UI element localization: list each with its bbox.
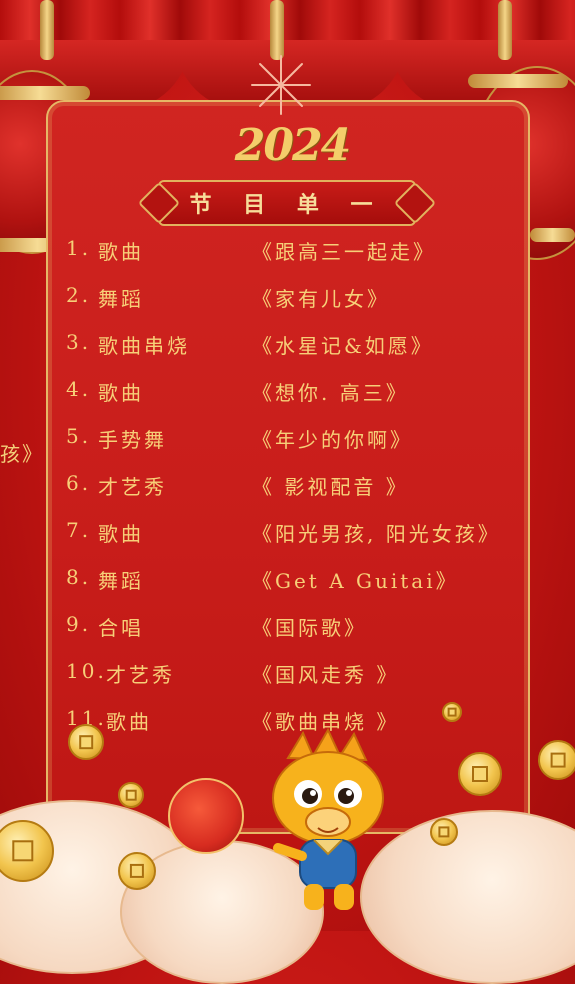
program-number: 6.	[66, 471, 92, 495]
program-item: 5. 手势舞 《年少的你啊》	[66, 416, 526, 463]
program-type: 歌曲串烧	[98, 334, 190, 358]
program-item: 6. 才艺秀 《 影视配音 》	[66, 463, 526, 510]
coin-icon	[118, 782, 144, 808]
program-title: 《阳光男孩, 阳光女孩》	[252, 522, 501, 546]
program-title: 《国际歌》	[252, 616, 367, 640]
curtain-tie-left	[40, 0, 54, 60]
program-item: 10. 才艺秀 《国风走秀 》	[66, 651, 526, 698]
program-item: 4. 歌曲 《想你. 高三》	[66, 369, 526, 416]
program-type: 歌曲	[98, 522, 144, 546]
program-list: 1. 歌曲 《跟高三一起走》 2. 舞蹈 《家有儿女》 3. 歌曲串烧 《水星记…	[66, 228, 526, 745]
program-number: 1.	[66, 236, 92, 260]
program-number: 8.	[66, 565, 92, 589]
coin-icon	[68, 724, 104, 760]
program-type: 歌曲	[98, 240, 144, 264]
program-title: 《歌曲串烧 》	[252, 710, 400, 734]
curtain-tie-right	[498, 0, 512, 60]
program-number: 3.	[66, 330, 92, 354]
curtain-tie-center	[270, 0, 284, 60]
program-number: 9.	[66, 612, 92, 636]
program-type: 歌曲	[98, 381, 144, 405]
program-title: 《国风走秀 》	[252, 663, 400, 687]
program-type: 歌曲	[106, 710, 152, 734]
coin-icon	[430, 818, 458, 846]
page-title: 节 目 单 一	[189, 192, 385, 218]
program-item: 7. 歌曲 《阳光男孩, 阳光女孩》	[66, 510, 526, 557]
year-logo: 2024	[234, 120, 351, 171]
lantern-band-left	[0, 86, 90, 100]
coin-icon	[118, 852, 156, 890]
program-title: 《跟高三一起走》	[252, 240, 436, 264]
program-number: 7.	[66, 518, 92, 542]
program-item: 11. 歌曲 《歌曲串烧 》	[66, 698, 526, 745]
dragon-mascot-icon	[272, 728, 384, 910]
program-type: 才艺秀	[98, 475, 167, 499]
program-type: 手势舞	[98, 428, 167, 452]
program-item: 3. 歌曲串烧 《水星记&如愿》	[66, 322, 526, 369]
coin-icon	[0, 820, 54, 882]
program-type: 舞蹈	[98, 287, 144, 311]
program-title: 《水星记&如愿》	[252, 334, 434, 358]
program-item: 9. 合唱 《国际歌》	[66, 604, 526, 651]
side-text-fragment: 孩》	[0, 442, 44, 466]
program-item: 1. 歌曲 《跟高三一起走》	[66, 228, 526, 275]
program-type: 舞蹈	[98, 569, 144, 593]
lantern-icon	[168, 778, 244, 854]
program-number: 10.	[66, 659, 107, 683]
program-title: 《Get A Guitai》	[252, 569, 459, 593]
coin-icon	[538, 740, 575, 780]
program-title-banner: 节 目 单 一	[137, 180, 437, 226]
program-type: 合唱	[98, 616, 144, 640]
program-number: 5.	[66, 424, 92, 448]
coin-icon	[458, 752, 502, 796]
program-title: 《想你. 高三》	[252, 381, 409, 405]
program-title: 《家有儿女》	[252, 287, 390, 311]
program-item: 8. 舞蹈 《Get A Guitai》	[66, 557, 526, 604]
firework-icon	[251, 55, 311, 115]
program-number: 2.	[66, 283, 92, 307]
program-title: 《年少的你啊》	[252, 428, 413, 452]
program-item: 2. 舞蹈 《家有儿女》	[66, 275, 526, 322]
lantern-band-right	[468, 74, 568, 88]
lantern-band-right-bottom	[530, 228, 575, 242]
coin-icon	[442, 702, 462, 722]
program-type: 才艺秀	[106, 663, 175, 687]
program-title: 《 影视配音 》	[252, 475, 409, 499]
program-number: 4.	[66, 377, 92, 401]
